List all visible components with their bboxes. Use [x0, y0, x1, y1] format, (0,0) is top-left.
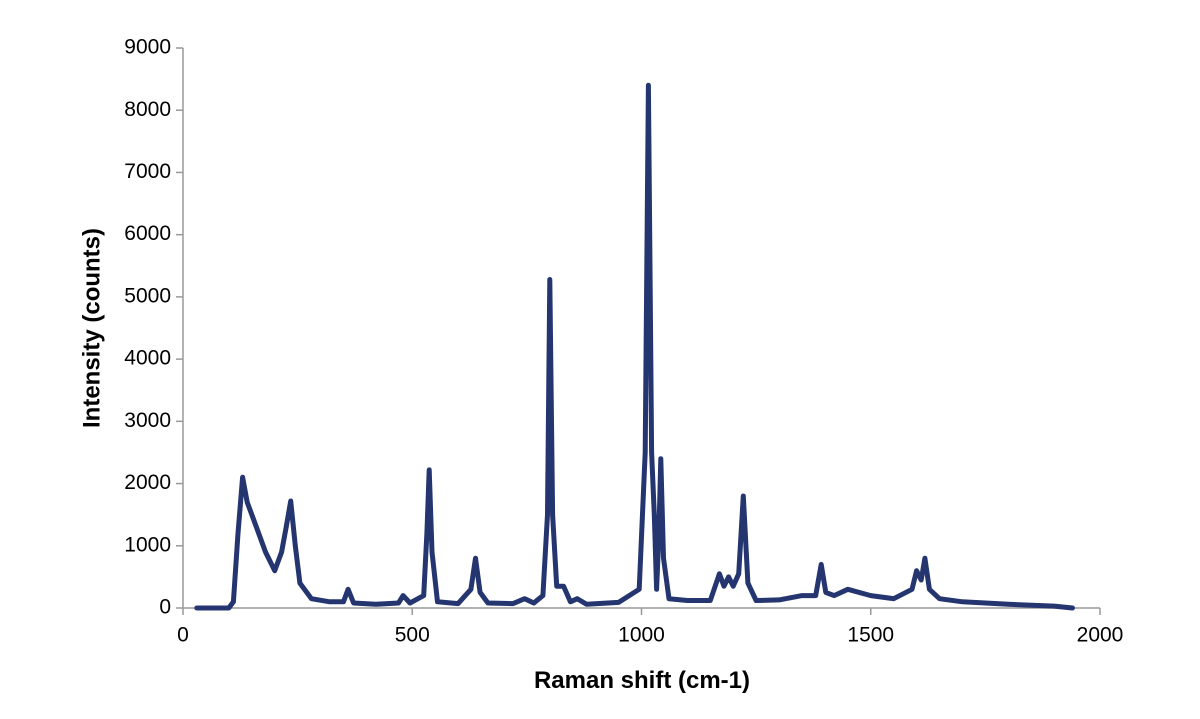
y-tick-label: 7000: [124, 160, 171, 183]
x-tick-label: 2000: [1077, 624, 1124, 647]
y-tick-label: 4000: [124, 347, 171, 370]
x-tick-label: 1000: [618, 624, 665, 647]
y-tick-label: 2000: [124, 471, 171, 494]
y-tick-label: 6000: [124, 222, 171, 245]
x-tick-label: 0: [177, 624, 189, 647]
plot-area: 0 1000 2000 3000 4000 5000 6000 7000 8000 9000 0 50…: [124, 36, 1123, 647]
y-tick-label: 1000: [124, 533, 171, 556]
y-tick-label: 8000: [124, 98, 171, 121]
x-tick-label: 500: [395, 624, 430, 647]
y-tick-label: 0: [159, 596, 171, 619]
y-tick-label: 9000: [124, 36, 171, 59]
y-tick-label: 5000: [124, 284, 171, 307]
x-axis-title: Raman shift (cm-1): [534, 667, 750, 694]
spectrum-line: [194, 82, 1075, 611]
x-tick-label: 1500: [847, 624, 894, 647]
y-tick-label: 3000: [124, 409, 171, 432]
y-axis-title: Intensity (counts): [78, 228, 105, 428]
